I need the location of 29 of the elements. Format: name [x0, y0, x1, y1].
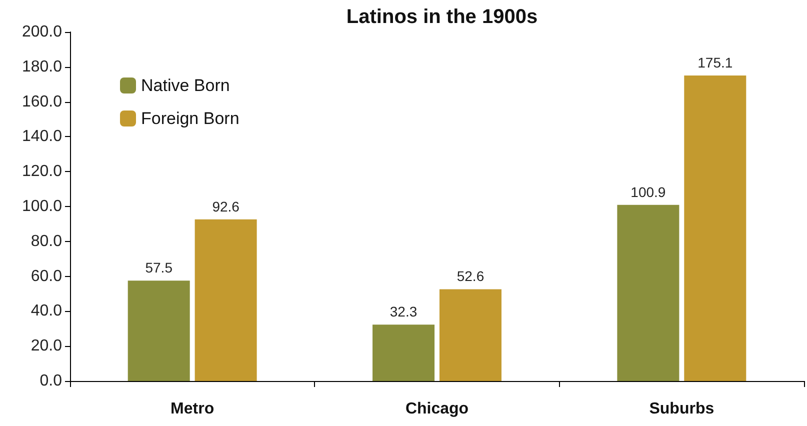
bar: [439, 289, 502, 381]
legend-label: Native Born: [141, 76, 230, 95]
data-label: 52.6: [456, 268, 484, 284]
chart-title: Latinos in the 1900s: [346, 6, 538, 28]
legend-label: Foreign Born: [141, 109, 240, 128]
bar: [128, 280, 190, 381]
y-tick-label: 180.0: [22, 58, 62, 76]
y-tick-label: 0.0: [40, 372, 62, 390]
data-label: 175.1: [698, 54, 733, 70]
bar: [194, 219, 257, 381]
y-tick-label: 120.0: [22, 163, 62, 180]
bar: [617, 204, 680, 381]
data-label: 100.9: [630, 184, 666, 200]
y-tick-label: 160.0: [22, 93, 62, 110]
x-tick-label: Suburbs: [649, 400, 714, 418]
x-tick-label: Chicago: [405, 400, 469, 418]
y-tick-label: 80.0: [30, 232, 62, 250]
y-tick-label: 140.0: [22, 128, 62, 146]
bar: [372, 324, 435, 381]
y-tick-label: 100.0: [22, 198, 62, 215]
x-tick-label: Metro: [170, 400, 214, 418]
y-tick-label: 60.0: [30, 268, 62, 285]
data-label: 32.3: [390, 304, 418, 320]
y-tick-label: 200.0: [22, 24, 62, 40]
y-tick-label: 20.0: [30, 338, 62, 355]
y-tick-label: 40.0: [30, 302, 62, 320]
data-label: 92.6: [212, 198, 240, 214]
bar: [684, 75, 746, 381]
data-label: 57.5: [145, 260, 173, 276]
